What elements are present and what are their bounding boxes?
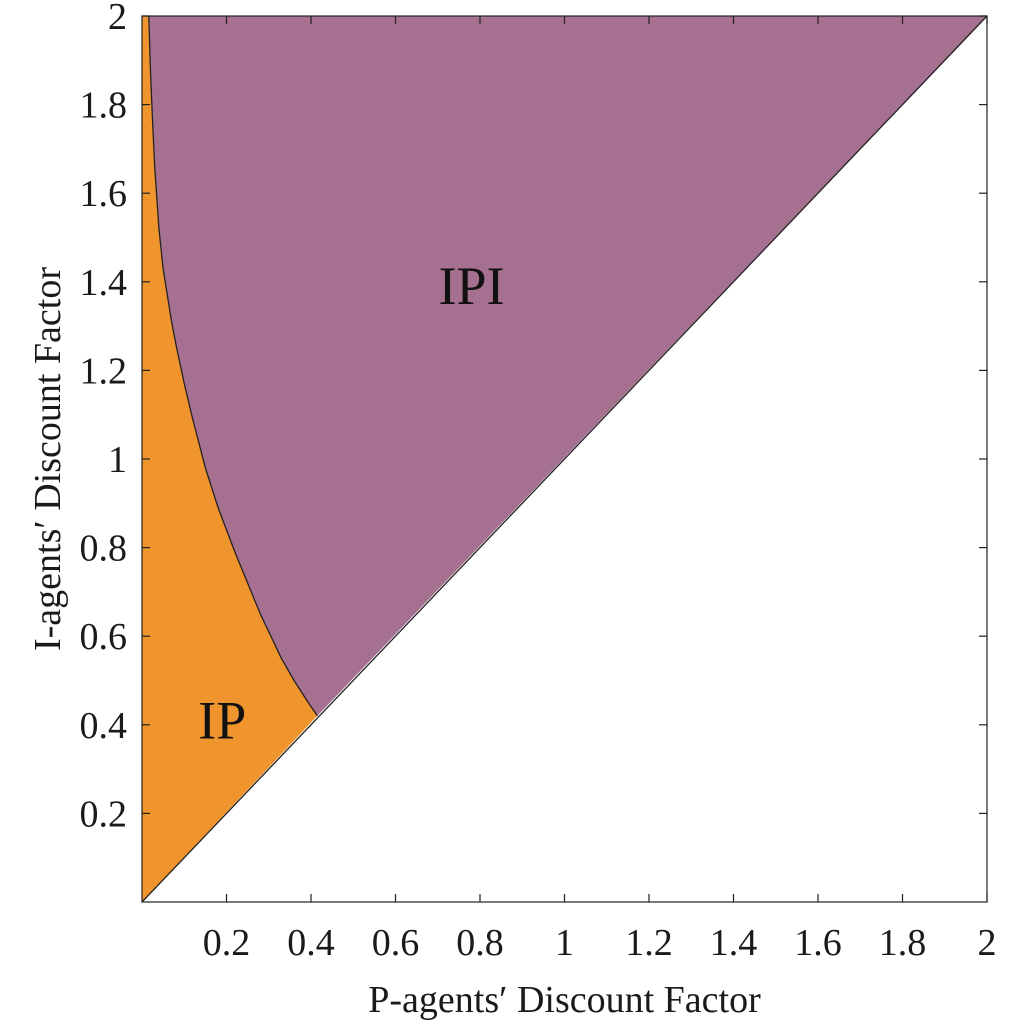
y-tick-label: 1.8 [80,85,128,127]
diagonal-line [141,15,988,903]
x-tick-label: 0.6 [372,922,420,964]
region-label-ip: IP [198,690,246,750]
x-tick-label: 1.8 [879,922,927,964]
y-tick-label: 1.6 [80,173,128,215]
y-ticks: 0.2 0.4 0.6 0.8 1 1.2 1.4 1.6 1.8 2 [80,0,987,835]
x-ticks: 0.2 0.4 0.6 0.8 1 1.2 1.4 1.6 1.8 2 [203,16,997,964]
y-tick-label: 0.6 [80,616,128,658]
x-tick-label: 0.2 [203,922,251,964]
x-tick-label: 1.4 [710,922,758,964]
region-ip [142,16,318,902]
region-label-ipi: IPI [439,256,505,316]
x-tick-label: 2 [978,922,997,964]
y-axis-label: I-agents′ Discount Factor [27,267,69,651]
y-tick-label: 0.8 [80,528,128,570]
y-tick-label: 1 [108,439,127,481]
x-axis-label: P-agents′ Discount Factor [368,979,761,1021]
y-tick-label: 1.2 [80,350,128,392]
x-tick-label: 1.6 [794,922,842,964]
boundary-curve [148,15,318,717]
y-tick-label: 0.2 [80,793,128,835]
region-ipi [148,16,987,716]
y-tick-label: 0.4 [80,705,128,747]
x-tick-label: 1.2 [625,922,673,964]
y-tick-label: 1.4 [80,262,128,304]
regions [142,16,987,902]
boundary-lines [141,15,988,903]
x-tick-label: 1 [555,922,574,964]
x-tick-label: 0.8 [456,922,504,964]
y-tick-label: 2 [108,0,127,38]
region-labels: IP IPI [198,256,504,750]
x-tick-label: 0.4 [287,922,335,964]
